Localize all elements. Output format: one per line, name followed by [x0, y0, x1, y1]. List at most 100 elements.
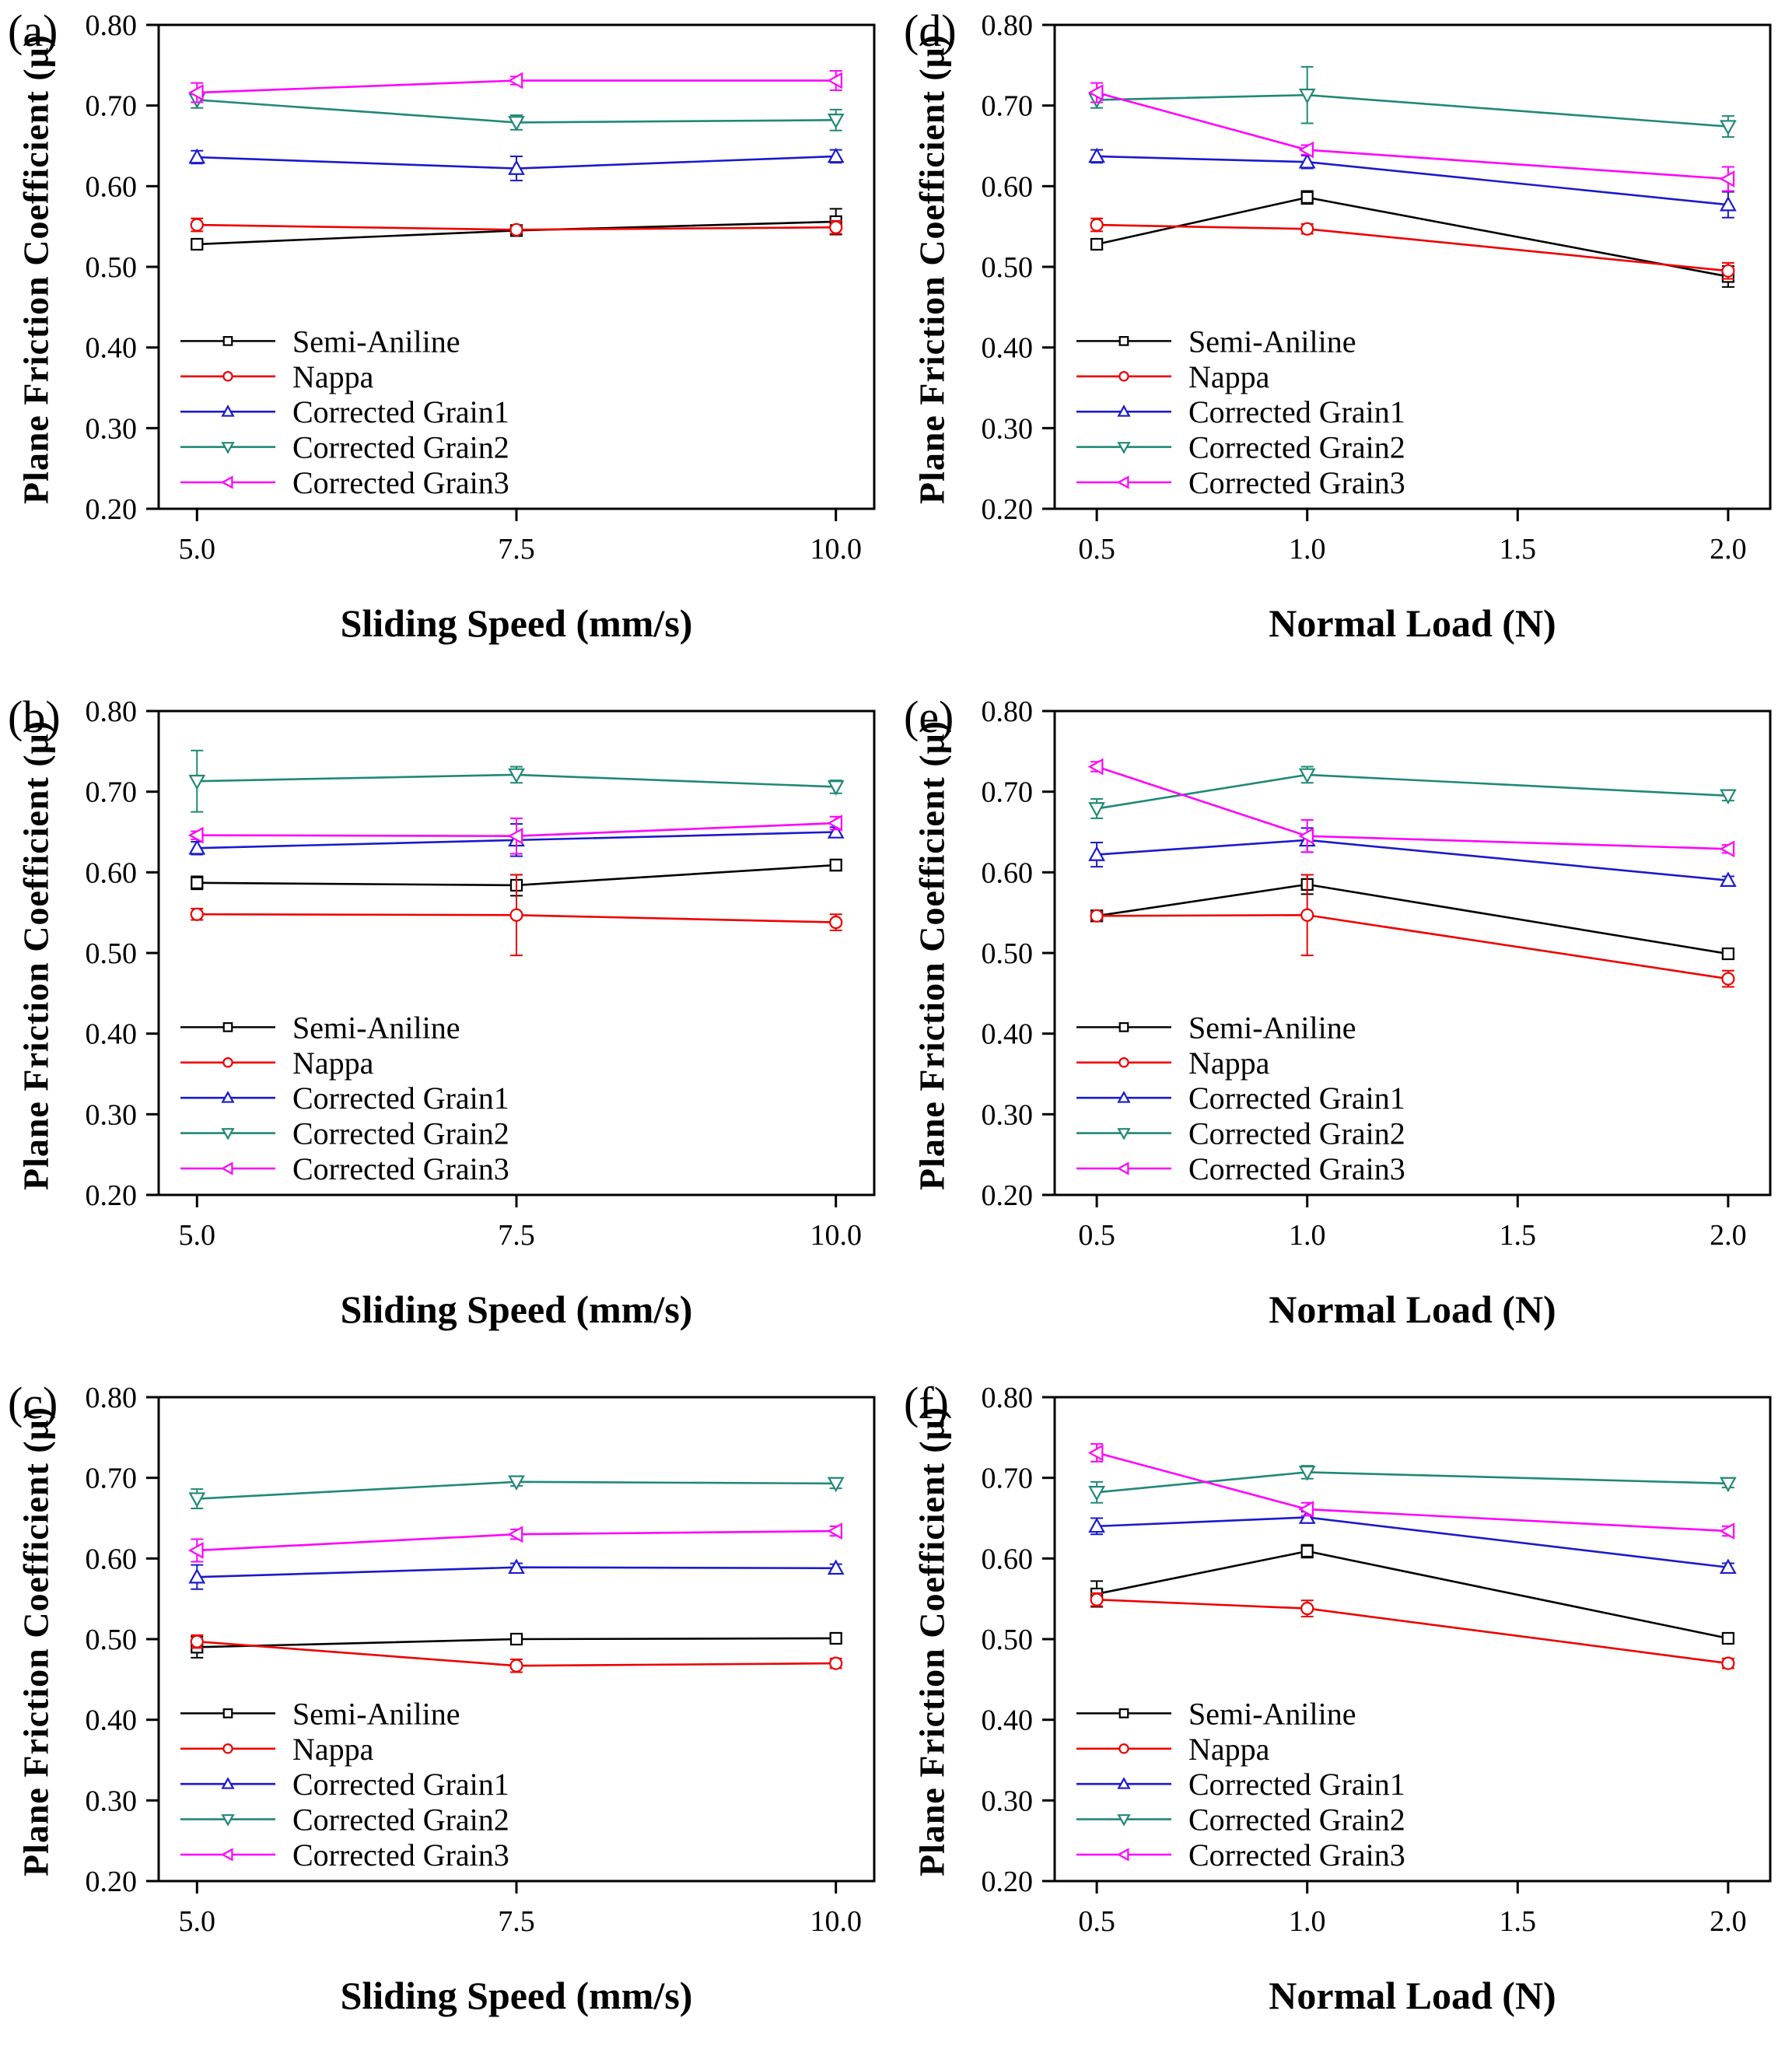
svg-text:10.0: 10.0: [810, 533, 862, 566]
svg-text:10.0: 10.0: [810, 1219, 862, 1252]
svg-text:0.70: 0.70: [982, 1463, 1034, 1495]
svg-text:5.0: 5.0: [179, 533, 215, 566]
svg-text:0.20: 0.20: [86, 1866, 138, 1898]
svg-text:0.80: 0.80: [982, 1383, 1034, 1414]
svg-text:Nappa: Nappa: [1188, 359, 1270, 394]
svg-text:0.40: 0.40: [86, 1704, 138, 1737]
svg-text:0.60: 0.60: [982, 1543, 1034, 1575]
svg-text:Corrected Grain3: Corrected Grain3: [1188, 1838, 1405, 1873]
svg-text:0.60: 0.60: [982, 857, 1034, 889]
svg-text:0.5: 0.5: [1078, 1905, 1115, 1938]
svg-text:2.0: 2.0: [1710, 1219, 1747, 1252]
svg-text:0.20: 0.20: [982, 1866, 1034, 1898]
svg-text:0.30: 0.30: [86, 1785, 138, 1817]
svg-text:Nappa: Nappa: [292, 1732, 374, 1767]
panel-b: (b) Plane Friction Coefficient (μ) 0.20 0…: [0, 686, 896, 1372]
svg-text:Corrected Grain3: Corrected Grain3: [292, 465, 509, 500]
svg-text:Corrected Grain1: Corrected Grain1: [292, 394, 509, 429]
svg-text:0.40: 0.40: [86, 1018, 138, 1051]
x-axis-label: Sliding Speed (mm/s): [340, 1974, 693, 2017]
svg-text:0.20: 0.20: [982, 1179, 1034, 1212]
y-axis-label: Plane Friction Coefficient (μ): [16, 720, 56, 1191]
svg-text:0.80: 0.80: [86, 11, 138, 42]
svg-text:Nappa: Nappa: [1188, 1732, 1270, 1767]
y-axis-label: Plane Friction Coefficient (μ): [912, 1406, 952, 1877]
svg-text:0.70: 0.70: [86, 1463, 138, 1495]
svg-text:0.40: 0.40: [86, 332, 138, 365]
svg-text:0.60: 0.60: [86, 1543, 138, 1575]
svg-text:Semi-Aniline: Semi-Aniline: [1188, 1696, 1356, 1731]
panel-tag: (c): [8, 1378, 58, 1428]
svg-text:0.80: 0.80: [86, 1383, 138, 1414]
panel-f: (f) Plane Friction Coefficient (μ) 0.20 0…: [896, 1372, 1792, 2058]
svg-text:Nappa: Nappa: [292, 1046, 374, 1081]
svg-text:2.0: 2.0: [1710, 533, 1747, 566]
svg-text:0.40: 0.40: [982, 1018, 1034, 1051]
svg-text:Corrected Grain2: Corrected Grain2: [292, 1802, 509, 1838]
svg-text:0.80: 0.80: [982, 697, 1034, 728]
plot-area-b: 0.20 0.30 0.40 0.50 0.60 0.70 0.80 5.0 7.5 10.0 Se…: [86, 697, 876, 1252]
x-axis-label: Sliding Speed (mm/s): [340, 601, 693, 645]
svg-text:Corrected Grain2: Corrected Grain2: [292, 1116, 509, 1151]
panel-e: (e) Plane Friction Coefficient (μ) 0.20 0…: [896, 686, 1792, 1372]
svg-text:Corrected Grain3: Corrected Grain3: [292, 1151, 509, 1186]
svg-text:Corrected Grain3: Corrected Grain3: [1188, 465, 1405, 500]
svg-text:10.0: 10.0: [810, 1905, 862, 1938]
svg-text:0.60: 0.60: [982, 170, 1034, 203]
y-axis-label: Plane Friction Coefficient (μ): [16, 1406, 56, 1877]
plot-area-f: 0.20 0.30 0.40 0.50 0.60 0.70 0.80 0.5 1.0 1.5 2.0…: [982, 1383, 1772, 1938]
panel-tag: (f): [904, 1378, 949, 1428]
svg-text:1.5: 1.5: [1500, 533, 1537, 566]
svg-text:0.70: 0.70: [982, 776, 1034, 809]
svg-text:2.0: 2.0: [1710, 1905, 1747, 1938]
panel-tag: (a): [8, 5, 58, 56]
svg-text:0.20: 0.20: [86, 493, 138, 526]
svg-text:Nappa: Nappa: [1188, 1046, 1270, 1081]
panel-a: (a) Plane Friction Coefficient (μ) 0.20 0…: [0, 0, 896, 686]
svg-text:1.0: 1.0: [1289, 1219, 1326, 1252]
svg-text:Corrected Grain2: Corrected Grain2: [1188, 430, 1405, 465]
svg-text:Corrected Grain3: Corrected Grain3: [292, 1838, 509, 1873]
svg-text:7.5: 7.5: [498, 1905, 535, 1938]
plot-area-e: 0.20 0.30 0.40 0.50 0.60 0.70 0.80 0.5 1.0 1.5 2.0…: [982, 697, 1772, 1252]
svg-text:Corrected Grain3: Corrected Grain3: [1188, 1151, 1405, 1186]
svg-text:0.40: 0.40: [982, 332, 1034, 365]
svg-text:Corrected Grain1: Corrected Grain1: [292, 1081, 509, 1116]
x-axis-label: Normal Load (N): [1269, 1974, 1556, 2017]
svg-text:0.50: 0.50: [982, 251, 1034, 284]
svg-text:Corrected Grain1: Corrected Grain1: [292, 1767, 509, 1802]
panel-d: (d) Plane Friction Coefficient (μ) 0.20 0…: [896, 0, 1792, 686]
svg-text:0.30: 0.30: [982, 412, 1034, 445]
svg-text:1.0: 1.0: [1289, 1905, 1326, 1938]
svg-text:0.30: 0.30: [982, 1098, 1034, 1131]
svg-text:Corrected Grain1: Corrected Grain1: [1188, 1767, 1405, 1802]
svg-text:0.30: 0.30: [86, 1098, 138, 1131]
svg-text:0.5: 0.5: [1078, 1219, 1115, 1252]
svg-text:0.60: 0.60: [86, 170, 138, 203]
plot-area-c: 0.20 0.30 0.40 0.50 0.60 0.70 0.80 5.0 7.5 10.0 Se…: [86, 1383, 876, 1938]
svg-text:5.0: 5.0: [179, 1219, 215, 1252]
panel-tag: (e): [904, 692, 954, 742]
svg-text:0.70: 0.70: [86, 776, 138, 809]
svg-text:1.5: 1.5: [1500, 1905, 1537, 1938]
svg-text:Nappa: Nappa: [292, 359, 374, 394]
svg-text:Semi-Aniline: Semi-Aniline: [1188, 324, 1356, 359]
svg-text:7.5: 7.5: [498, 1219, 535, 1252]
svg-text:0.50: 0.50: [86, 1624, 138, 1656]
svg-text:0.20: 0.20: [86, 1179, 138, 1212]
svg-text:5.0: 5.0: [179, 1905, 215, 1938]
svg-text:Semi-Aniline: Semi-Aniline: [292, 1010, 460, 1045]
x-axis-label: Normal Load (N): [1269, 601, 1556, 645]
svg-text:Semi-Aniline: Semi-Aniline: [292, 324, 460, 359]
svg-text:0.50: 0.50: [86, 251, 138, 284]
svg-text:Corrected Grain1: Corrected Grain1: [1188, 1081, 1405, 1116]
svg-text:0.80: 0.80: [982, 11, 1034, 42]
svg-text:Corrected Grain2: Corrected Grain2: [292, 430, 509, 465]
x-axis-label: Sliding Speed (mm/s): [340, 1288, 693, 1331]
svg-text:Corrected Grain2: Corrected Grain2: [1188, 1802, 1405, 1838]
y-axis-label: Plane Friction Coefficient (μ): [16, 33, 56, 505]
plot-area-a: 0.20 0.30 0.40 0.50 0.60 0.70 0.80 5.0 7.5 10.0 Se…: [86, 11, 876, 566]
svg-text:0.80: 0.80: [86, 697, 138, 728]
svg-text:0.40: 0.40: [982, 1704, 1034, 1737]
